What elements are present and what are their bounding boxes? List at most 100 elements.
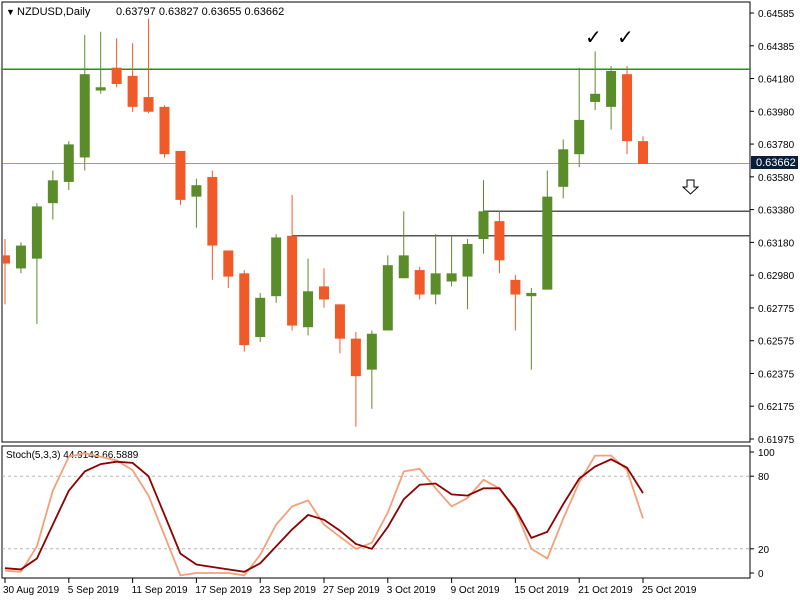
candle-body (111, 67, 122, 84)
bearish-candle (239, 270, 250, 352)
date-label: 17 Sep 2019 (195, 585, 252, 596)
bullish-candle (31, 203, 42, 324)
date-label: 5 Sep 2019 (68, 585, 120, 596)
price-panel-frame (1, 1, 751, 443)
candle-body (574, 119, 585, 155)
symbol-label: NZDUSD,Daily (17, 6, 91, 18)
price-tick-label: 0.64585 (758, 9, 795, 20)
candle-body (31, 206, 42, 259)
bearish-candle (3, 239, 10, 305)
stoch-tick-label: 100 (758, 448, 775, 459)
candle-body (175, 150, 186, 200)
candle-body (207, 177, 218, 246)
price-tick-label: 0.63180 (758, 238, 795, 249)
date-axis: 30 Aug 2019 5 Sep 2019 11 Sep 2019 17 Sep 2… (3, 578, 697, 596)
price-tick-label: 0.62375 (758, 369, 795, 380)
bearish-candle (111, 38, 122, 88)
candle-body (15, 245, 26, 269)
bearish-candle (175, 150, 186, 205)
candle-body (462, 243, 473, 277)
price-tick-label: 0.63780 (758, 140, 795, 151)
bullish-candle (15, 242, 26, 274)
date-label: 30 Aug 2019 (3, 585, 60, 596)
down-arrow-icon (681, 179, 700, 195)
price-tick-label: 0.63980 (758, 107, 795, 118)
candle-body (303, 291, 314, 328)
bearish-candle (319, 268, 329, 308)
bullish-candle (526, 288, 537, 370)
bearish-candle (223, 250, 234, 289)
check-mark-icon: ✓ (617, 27, 634, 49)
bearish-candle (143, 18, 154, 114)
price-axis: 0.64585 0.64385 0.64180 0.63980 0.63780 0.635… (750, 9, 795, 446)
candle-body (606, 70, 617, 107)
current-price-badge (751, 156, 798, 169)
bullish-candle (606, 66, 617, 130)
date-label: 27 Sep 2019 (323, 585, 380, 596)
candle-body (414, 270, 425, 295)
candle-body (510, 279, 521, 295)
check-mark-icon: ✓ (585, 27, 602, 49)
bullish-candle (382, 255, 393, 331)
candle-body (271, 237, 282, 297)
candle-body (63, 144, 74, 182)
candle-body (558, 149, 569, 187)
date-label: 9 Oct 2019 (451, 585, 500, 596)
candle-body (622, 74, 633, 142)
bearish-candle (287, 194, 298, 331)
candle-body (590, 93, 601, 102)
bullish-candle (366, 330, 377, 409)
candles[interactable] (3, 18, 648, 427)
candle-body (287, 235, 298, 326)
bearish-candle (159, 105, 170, 158)
price-tick-label: 0.64180 (758, 75, 795, 86)
candle-body (95, 87, 106, 91)
price-tick-label: 0.62980 (758, 271, 795, 282)
candle-body (319, 286, 329, 300)
bearish-candle (494, 211, 505, 274)
price-tick-label: 0.63380 (758, 206, 795, 217)
stoch-panel-frame (1, 445, 751, 579)
bullish-candle (79, 35, 90, 171)
stoch-tick-label: 80 (758, 472, 770, 483)
date-label: 3 Oct 2019 (387, 585, 436, 596)
candle-body (398, 255, 409, 279)
candle-body (446, 273, 457, 282)
bullish-candle (558, 139, 569, 199)
bearish-candle (414, 266, 425, 300)
candle-body (638, 141, 648, 164)
candle-body (3, 255, 10, 264)
price-tick-label: 0.64385 (758, 42, 795, 53)
candle-body (430, 273, 441, 295)
date-label: 15 Oct 2019 (514, 585, 569, 596)
candle-body (526, 292, 537, 297)
bullish-candle (63, 141, 74, 191)
bullish-candle (590, 51, 601, 111)
price-tick-label: 0.62175 (758, 402, 795, 413)
candle-body (143, 97, 154, 112)
stoch-tick-label: 20 (758, 545, 770, 556)
ohlc-readout: 0.63797 0.63827 0.63655 0.63662 (116, 6, 284, 18)
date-label: 25 Oct 2019 (642, 585, 697, 596)
bearish-candle (350, 332, 361, 427)
candle-body (350, 338, 361, 377)
candle-body (127, 75, 138, 107)
candle-body (239, 273, 250, 346)
candle-body (159, 106, 170, 155)
price-tick-label: 0.62775 (758, 304, 795, 315)
bullish-candle (542, 170, 553, 290)
candle-body (191, 185, 202, 197)
current-price-label: 0.63662 (756, 157, 796, 169)
bullish-candle (47, 170, 58, 220)
candle-body (382, 265, 393, 331)
date-label: 11 Sep 2019 (132, 585, 188, 596)
horizontal-lines (2, 68, 750, 237)
bearish-candle (622, 66, 633, 155)
bullish-candle (462, 239, 473, 310)
stoch-axis: 100 80 20 0 (2, 448, 775, 580)
date-label: 23 Sep 2019 (259, 585, 316, 596)
date-label: 21 Oct 2019 (578, 585, 633, 596)
bullish-candle (398, 211, 409, 279)
bullish-candle (303, 258, 314, 336)
